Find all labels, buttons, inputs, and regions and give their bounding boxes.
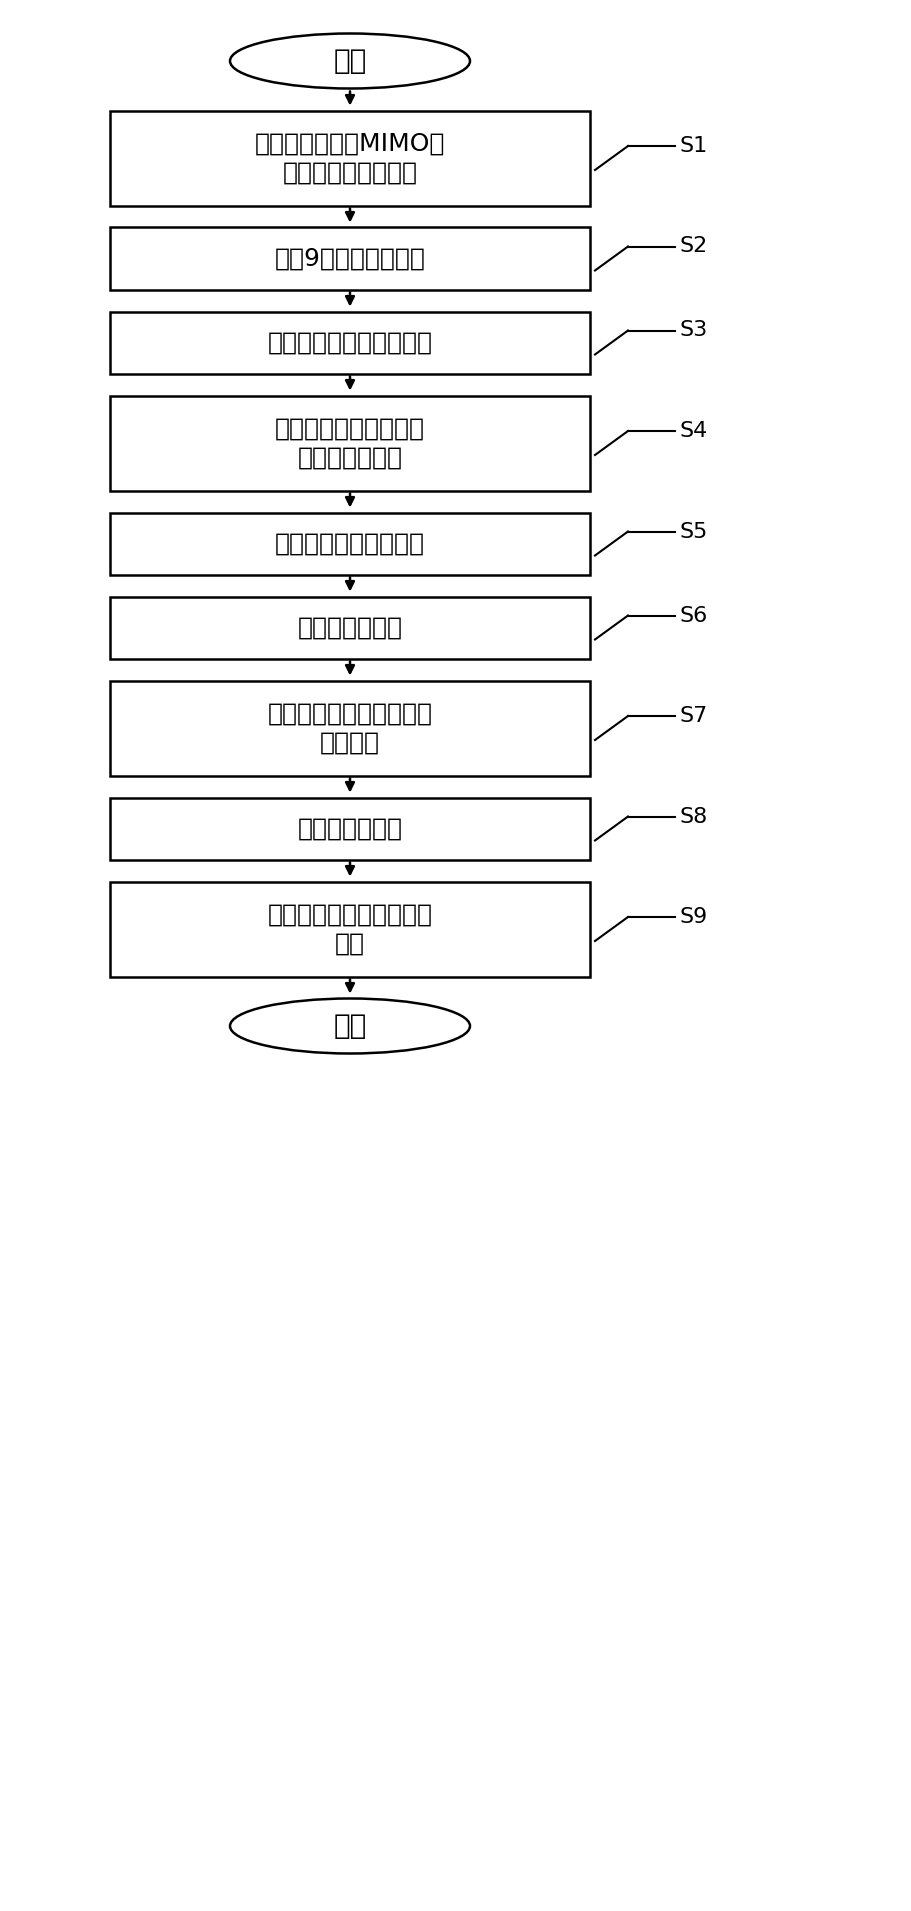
FancyBboxPatch shape	[110, 881, 589, 977]
Text: S7: S7	[680, 705, 708, 726]
FancyBboxPatch shape	[110, 680, 589, 776]
Text: 得到数字预编码信号流: 得到数字预编码信号流	[275, 531, 425, 556]
FancyBboxPatch shape	[110, 512, 589, 575]
Text: S2: S2	[680, 237, 708, 256]
Ellipse shape	[230, 999, 469, 1053]
Text: S1: S1	[680, 136, 708, 157]
FancyBboxPatch shape	[110, 596, 589, 659]
FancyBboxPatch shape	[110, 311, 589, 373]
Text: S9: S9	[680, 908, 708, 927]
Text: 得到数字预编码矩阵和
射频预编码矩阵: 得到数字预编码矩阵和 射频预编码矩阵	[275, 417, 425, 470]
Text: S6: S6	[680, 606, 708, 625]
Text: 得到训练完成的神经网络: 得到训练完成的神经网络	[267, 331, 432, 355]
Text: 得到接收端处理后的接收
信号: 得到接收端处理后的接收 信号	[267, 902, 432, 956]
FancyBboxPatch shape	[110, 797, 589, 860]
Text: 建立空基毫米波MIMO信
道固定子阵波束模型: 建立空基毫米波MIMO信 道固定子阵波束模型	[254, 132, 445, 185]
Text: 得到接收信号流: 得到接收信号流	[297, 816, 402, 841]
FancyBboxPatch shape	[110, 396, 589, 491]
Text: 得到毫米波波束: 得到毫米波波束	[297, 615, 402, 640]
Text: 设置9层复数神经网络: 设置9层复数神经网络	[274, 247, 425, 271]
Text: 开始: 开始	[333, 48, 366, 75]
FancyBboxPatch shape	[110, 227, 589, 289]
Text: 结束: 结束	[333, 1013, 366, 1040]
Text: S3: S3	[680, 321, 708, 340]
Ellipse shape	[230, 34, 469, 88]
Text: S4: S4	[680, 420, 708, 441]
Text: S5: S5	[680, 522, 708, 541]
FancyBboxPatch shape	[110, 111, 589, 206]
Text: 得到数字合并矩阵和射频
合并矩阵: 得到数字合并矩阵和射频 合并矩阵	[267, 701, 432, 755]
Text: S8: S8	[680, 806, 708, 826]
